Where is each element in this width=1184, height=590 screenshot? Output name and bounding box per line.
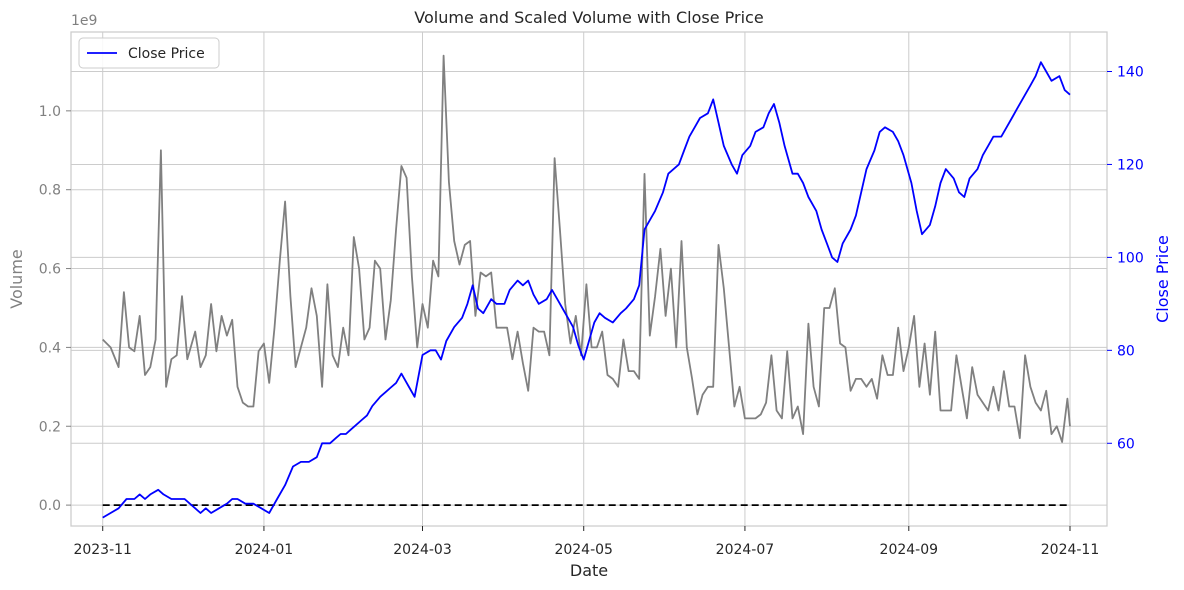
y-left-tick-label: 0.0 (39, 498, 61, 514)
y-right-tick-label: 80 (1117, 343, 1135, 359)
y-right-tick-label: 100 (1117, 250, 1144, 266)
y-left-tick-label: 1.0 (39, 104, 61, 120)
legend: Close Price (78, 37, 220, 69)
volume-line (102, 54, 1071, 443)
legend-label-close-price: Close Price (128, 46, 205, 62)
grid (71, 32, 1107, 526)
y-axis-offset-text: 1e9 (71, 13, 97, 29)
x-tick-label: 2024-05 (554, 542, 613, 558)
legend-box (78, 37, 220, 69)
y-right-tick-label: 140 (1117, 65, 1144, 81)
y-axis-left-label: Volume (7, 249, 26, 309)
x-tick-label: 2024-11 (1041, 542, 1100, 558)
x-tick-label: 2024-07 (716, 542, 775, 558)
close-price-line (102, 61, 1071, 519)
plot-frame (70, 31, 1108, 527)
y-right-tick-label: 60 (1117, 436, 1135, 452)
x-tick-label: 2024-09 (880, 542, 939, 558)
y-left-tick-label: 0.4 (39, 340, 61, 356)
x-tick-label: 2023-11 (73, 542, 132, 558)
x-tick-label: 2024-03 (393, 542, 452, 558)
y-left-tick-label: 0.6 (39, 262, 61, 278)
x-axis-label: Date (570, 561, 608, 580)
axis-ticks: 2023-11 2024-01 2024-03 2024-05 2024-07 2024-… (39, 65, 1144, 558)
y-left-tick-label: 0.8 (39, 183, 61, 199)
chart-title: Volume and Scaled Volume with Close Pric… (414, 8, 763, 27)
plot-series (102, 54, 1071, 519)
x-tick-label: 2024-01 (235, 542, 294, 558)
y-left-tick-label: 0.2 (39, 419, 61, 435)
y-right-tick-label: 120 (1117, 157, 1144, 173)
y-axis-right-label: Close Price (1153, 235, 1172, 323)
